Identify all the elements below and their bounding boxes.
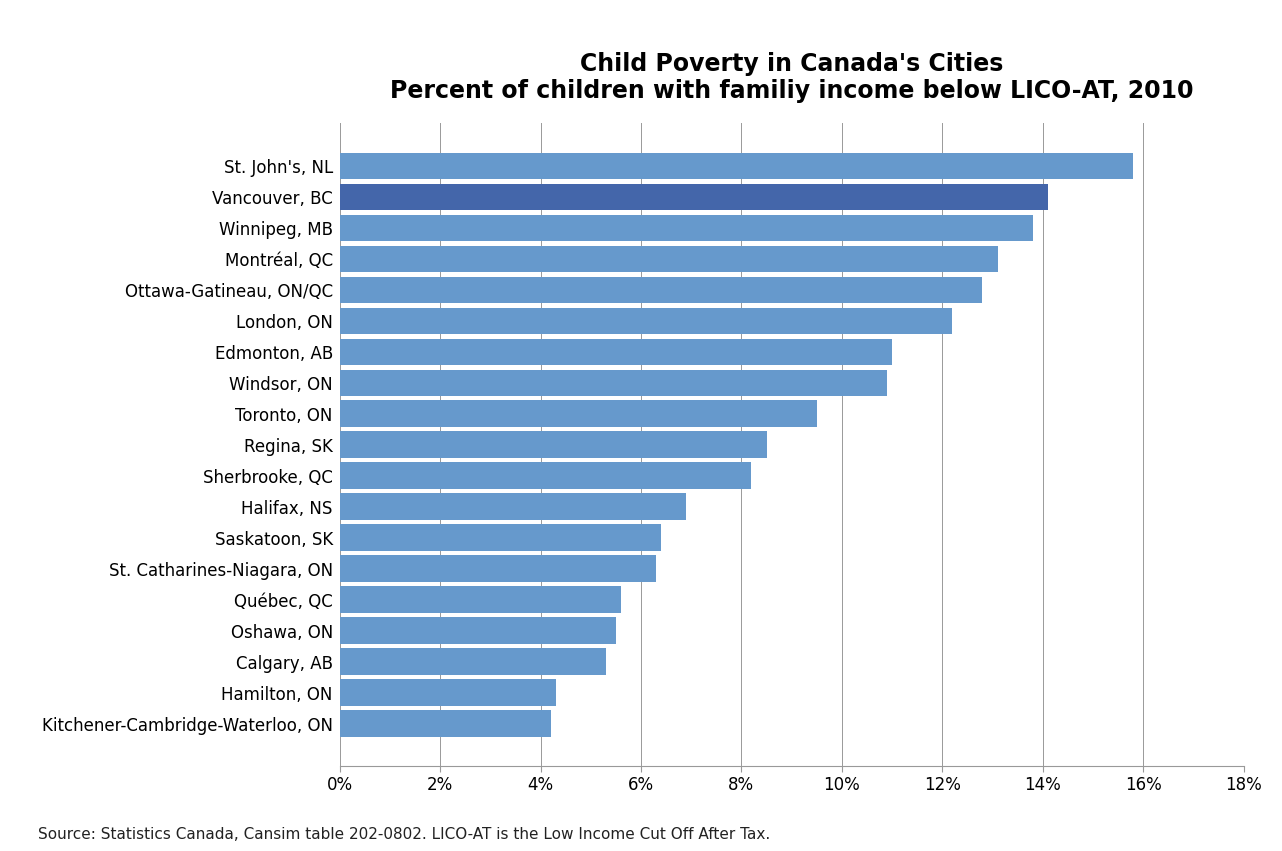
Bar <box>340 648 606 675</box>
Title: Child Poverty in Canada's Cities
Percent of children with familiy income below L: Child Poverty in Canada's Cities Percent… <box>390 52 1194 103</box>
Bar <box>340 401 817 427</box>
Bar <box>340 617 615 643</box>
Bar <box>340 524 662 551</box>
Bar <box>340 184 1047 210</box>
Bar <box>340 307 953 334</box>
Bar <box>340 246 997 272</box>
Bar <box>340 462 751 488</box>
Bar <box>340 214 1032 241</box>
Bar <box>340 679 555 705</box>
Bar <box>340 339 892 365</box>
Bar <box>340 586 620 613</box>
Text: Source: Statistics Canada, Cansim table 202-0802. LICO-AT is the Low Income Cut : Source: Statistics Canada, Cansim table … <box>38 827 770 842</box>
Bar <box>340 556 656 582</box>
Bar <box>340 711 551 737</box>
Bar <box>340 369 887 396</box>
Bar <box>340 494 686 520</box>
Bar <box>340 152 1133 179</box>
Bar <box>340 431 767 458</box>
Bar <box>340 277 982 303</box>
